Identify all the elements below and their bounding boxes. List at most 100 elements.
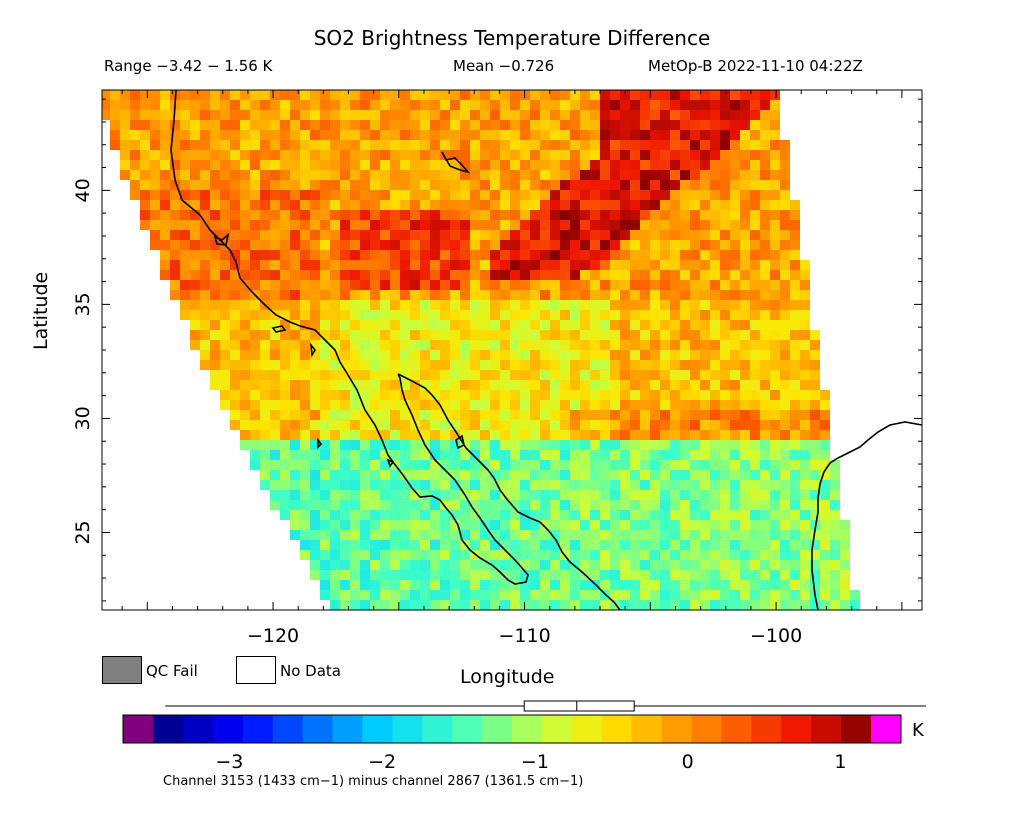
field-cell xyxy=(300,530,310,540)
field-cell xyxy=(490,570,500,580)
field-cell xyxy=(770,310,780,320)
field-cell xyxy=(420,370,430,380)
field-cell xyxy=(380,440,390,450)
field-cell xyxy=(390,290,400,300)
field-cell xyxy=(620,240,630,250)
field-cell xyxy=(790,470,800,480)
field-cell xyxy=(540,380,550,390)
field-cell xyxy=(400,370,410,380)
field-cell xyxy=(420,590,430,600)
field-cell xyxy=(260,130,270,140)
field-cell xyxy=(560,330,570,340)
field-cell xyxy=(730,580,740,590)
field-cell xyxy=(430,290,440,300)
field-cell xyxy=(620,350,630,360)
field-cell xyxy=(630,470,640,480)
field-cell xyxy=(220,160,230,170)
field-cell xyxy=(190,340,200,350)
field-cell xyxy=(720,250,730,260)
field-cell xyxy=(740,320,750,330)
field-cell xyxy=(210,270,220,280)
field-cell xyxy=(610,510,620,520)
field-cell xyxy=(760,300,770,310)
field-cell xyxy=(240,310,250,320)
field-cell xyxy=(600,310,610,320)
field-cell xyxy=(300,350,310,360)
field-cell xyxy=(320,570,330,580)
field-cell xyxy=(400,570,410,580)
qc-fail-swatch xyxy=(102,656,142,684)
field-cell xyxy=(610,300,620,310)
field-cell xyxy=(840,550,850,560)
field-cell xyxy=(300,180,310,190)
field-cell xyxy=(750,140,760,150)
field-cell xyxy=(620,470,630,480)
field-cell xyxy=(660,290,670,300)
field-cell xyxy=(410,180,420,190)
field-cell xyxy=(280,90,290,100)
field-cell xyxy=(790,220,800,230)
field-cell xyxy=(520,370,530,380)
field-cell xyxy=(590,280,600,290)
field-cell xyxy=(410,580,420,590)
field-cell xyxy=(830,490,840,500)
field-cell xyxy=(140,190,150,200)
field-cell xyxy=(470,430,480,440)
field-cell xyxy=(770,240,780,250)
field-cell xyxy=(400,470,410,480)
field-cell xyxy=(610,230,620,240)
field-cell xyxy=(410,450,420,460)
field-cell xyxy=(640,550,650,560)
field-cell xyxy=(670,240,680,250)
field-cell xyxy=(640,110,650,120)
field-cell xyxy=(490,110,500,120)
field-cell xyxy=(160,90,170,100)
field-cell xyxy=(360,570,370,580)
field-cell xyxy=(640,160,650,170)
field-cell xyxy=(380,600,390,610)
field-cell xyxy=(430,280,440,290)
field-cell xyxy=(550,600,560,610)
field-cell xyxy=(510,510,520,520)
field-cell xyxy=(290,250,300,260)
field-cell xyxy=(830,520,840,530)
field-cell xyxy=(280,260,290,270)
field-cell xyxy=(730,330,740,340)
field-cell xyxy=(580,160,590,170)
field-cell xyxy=(370,90,380,100)
field-cell xyxy=(570,210,580,220)
field-cell xyxy=(540,90,550,100)
field-cell xyxy=(540,340,550,350)
field-cell xyxy=(350,380,360,390)
field-cell xyxy=(580,180,590,190)
field-cell xyxy=(260,480,270,490)
field-cell xyxy=(530,550,540,560)
field-cell xyxy=(790,260,800,270)
field-cell xyxy=(730,510,740,520)
field-cell xyxy=(700,510,710,520)
field-cell xyxy=(470,310,480,320)
field-cell xyxy=(190,100,200,110)
field-cell xyxy=(720,350,730,360)
field-cell xyxy=(610,520,620,530)
field-cell xyxy=(240,370,250,380)
field-cell xyxy=(740,170,750,180)
field-cell xyxy=(540,370,550,380)
field-cell xyxy=(290,160,300,170)
field-cell xyxy=(590,410,600,420)
field-cell xyxy=(440,350,450,360)
boxplot xyxy=(165,700,926,712)
field-cell xyxy=(580,580,590,590)
field-cell xyxy=(780,280,790,290)
field-cell xyxy=(350,350,360,360)
field-cell xyxy=(480,140,490,150)
field-cell xyxy=(330,290,340,300)
field-cell xyxy=(580,320,590,330)
field-cell xyxy=(580,590,590,600)
field-cell xyxy=(660,400,670,410)
field-cell xyxy=(360,510,370,520)
field-cell xyxy=(730,350,740,360)
field-cell xyxy=(220,280,230,290)
colorbar-segment xyxy=(512,715,543,743)
field-cell xyxy=(610,600,620,610)
